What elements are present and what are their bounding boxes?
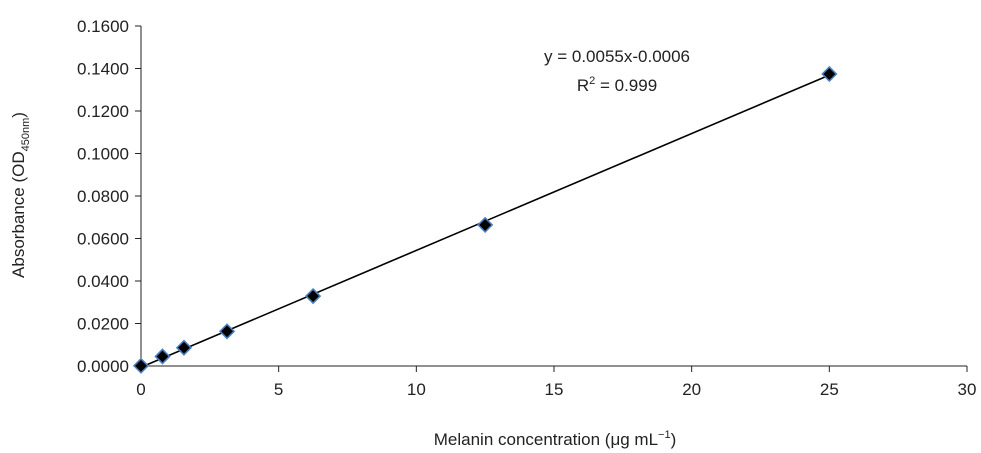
x-tick-label: 0 bbox=[136, 380, 145, 399]
data-point bbox=[175, 339, 193, 356]
data-point bbox=[304, 287, 322, 305]
x-axis-title: Melanin concentration (μg mL−1) bbox=[434, 429, 677, 449]
r2-value: = 0.999 bbox=[595, 76, 657, 95]
data-point bbox=[154, 348, 171, 365]
data-point bbox=[132, 357, 150, 374]
y-tick-label: 0.0800 bbox=[77, 187, 129, 206]
x-tick-label: 10 bbox=[407, 380, 426, 399]
data-point bbox=[218, 323, 236, 340]
x-tick-label: 20 bbox=[682, 380, 701, 399]
x-tick-label: 5 bbox=[274, 380, 283, 399]
x-axis-ticks: 0 5 10 15 20 25 30 bbox=[136, 366, 976, 399]
y-tick-label: 0.1400 bbox=[77, 60, 129, 79]
y-axis-title-tail: ) bbox=[9, 112, 28, 118]
x-axis-title-sup: −1 bbox=[658, 429, 671, 441]
trendline-equation: y = 0.0055x-0.0006 bbox=[544, 47, 690, 66]
x-axis-title-tail: ) bbox=[671, 430, 677, 449]
data-point bbox=[477, 216, 494, 234]
y-tick-label: 0.1200 bbox=[77, 102, 129, 121]
y-tick-label: 0.0600 bbox=[77, 230, 129, 249]
r-squared-label: R2 = 0.999 bbox=[577, 75, 657, 95]
y-tick-label: 0.1600 bbox=[77, 17, 129, 36]
y-axis-title-sub: 450nm bbox=[20, 118, 32, 152]
x-axis-title-main: Melanin concentration (μg mL bbox=[434, 430, 658, 449]
y-tick-label: 0.0000 bbox=[77, 357, 129, 376]
x-tick-label: 15 bbox=[545, 380, 564, 399]
y-axis-title-main: Absorbance (OD bbox=[9, 151, 28, 278]
r2-superscript: 2 bbox=[589, 75, 595, 87]
y-axis-ticks: 0.0000 0.0200 0.0400 0.0600 0.0800 0.1000 0.12… bbox=[77, 17, 141, 376]
y-tick-label: 0.0400 bbox=[77, 272, 129, 291]
data-point bbox=[821, 65, 838, 83]
y-axis-title: Absorbance (OD450nm) bbox=[9, 112, 32, 278]
data-points bbox=[132, 65, 838, 374]
r2-prefix: R bbox=[577, 76, 589, 95]
x-tick-label: 30 bbox=[958, 380, 977, 399]
y-tick-label: 0.1000 bbox=[77, 145, 129, 164]
x-tick-label: 25 bbox=[820, 380, 839, 399]
y-tick-label: 0.0200 bbox=[77, 315, 129, 334]
